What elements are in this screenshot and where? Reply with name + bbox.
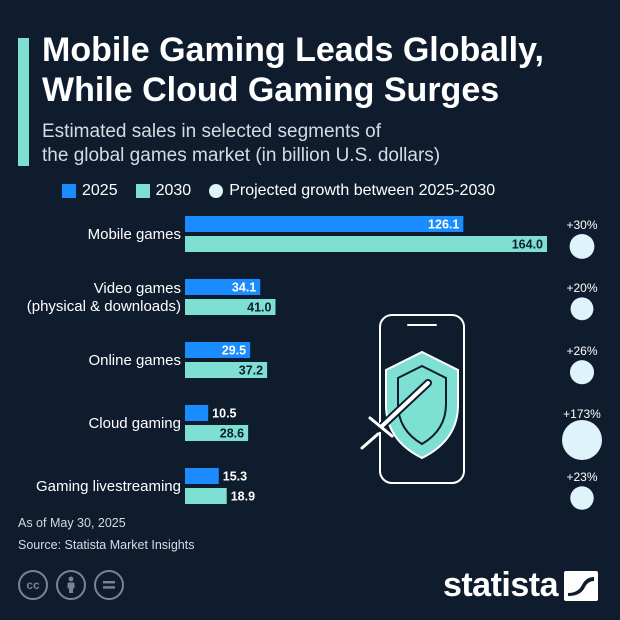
subtitle-line-1: Estimated sales in selected segments of bbox=[42, 121, 382, 142]
growth-dot bbox=[570, 297, 594, 321]
data-label-2025: 34.1 bbox=[232, 281, 256, 295]
bar-2030 bbox=[185, 236, 547, 252]
bar-2025 bbox=[185, 342, 251, 358]
legend-item-2030: 2030 bbox=[135, 182, 192, 200]
license-icons: cc bbox=[18, 570, 132, 600]
title-accent-bar bbox=[18, 38, 29, 166]
category-label: Mobile games bbox=[88, 226, 181, 243]
bar-2025 bbox=[185, 468, 219, 484]
chart-title: Mobile Gaming Leads Globally, While Clou… bbox=[42, 30, 602, 110]
legend: 2025 2030 Projected growth between 2025-… bbox=[62, 180, 513, 202]
growth-dot bbox=[570, 486, 594, 510]
data-label-2030: 37.2 bbox=[239, 364, 263, 378]
title-line-1: Mobile Gaming Leads Globally, bbox=[42, 31, 544, 69]
bar-2030 bbox=[185, 425, 249, 441]
legend-item-2025: 2025 bbox=[62, 182, 118, 200]
growth-label: +173% bbox=[563, 407, 601, 421]
title-line-2: While Cloud Gaming Surges bbox=[42, 71, 500, 109]
data-label-2025: 10.5 bbox=[212, 407, 236, 421]
data-label-2025: 126.1 bbox=[428, 218, 459, 232]
growth-dot bbox=[569, 234, 595, 259]
creative-commons-icon: cc bbox=[18, 570, 48, 600]
statista-logo: statista bbox=[443, 566, 598, 605]
legend-dot-growth bbox=[209, 184, 224, 198]
phone-shield-icon bbox=[360, 314, 465, 484]
growth-dot bbox=[569, 360, 595, 385]
subtitle-line-2: the global games market (in billion U.S.… bbox=[42, 145, 441, 166]
as-of-note: As of May 30, 2025 bbox=[18, 516, 126, 530]
legend-item-growth: Projected growth between 2025-2030 bbox=[209, 182, 495, 200]
sword-guard-icon bbox=[368, 416, 394, 438]
bar-2025 bbox=[185, 405, 209, 421]
bar-2030 bbox=[185, 488, 227, 504]
growth-label: +26% bbox=[566, 344, 597, 358]
data-label-2030: 41.0 bbox=[247, 301, 271, 315]
legend-label-2030: 2030 bbox=[155, 182, 192, 199]
bar-2030 bbox=[185, 362, 268, 378]
shield-icon bbox=[385, 350, 459, 460]
category-label: Gaming livestreaming bbox=[36, 478, 181, 495]
statista-logo-icon bbox=[564, 570, 598, 601]
legend-swatch-2025 bbox=[62, 184, 76, 198]
category-label: Cloud gaming bbox=[88, 415, 181, 432]
sword-blade-icon bbox=[380, 381, 430, 428]
source-note: Source: Statista Market Insights bbox=[18, 538, 195, 552]
bar-2030 bbox=[185, 299, 276, 315]
growth-dot bbox=[562, 420, 602, 460]
growth-label: +20% bbox=[566, 281, 597, 295]
data-label-2030: 164.0 bbox=[512, 238, 543, 252]
brand-wordmark: statista bbox=[442, 566, 559, 604]
data-label-2025: 29.5 bbox=[222, 344, 246, 358]
data-label-2030: 18.9 bbox=[231, 490, 255, 504]
growth-label: +23% bbox=[566, 470, 597, 484]
data-label-2025: 15.3 bbox=[223, 470, 247, 484]
attribution-icon bbox=[56, 570, 86, 600]
data-label-2030: 28.6 bbox=[220, 427, 244, 441]
legend-label-growth: Projected growth between 2025-2030 bbox=[229, 182, 496, 199]
no-derivatives-icon bbox=[94, 570, 124, 600]
bar-2025 bbox=[185, 216, 464, 232]
growth-label: +30% bbox=[566, 218, 597, 232]
category-label: Video games (physical & downloads) bbox=[27, 280, 181, 315]
legend-label-2025: 2025 bbox=[82, 182, 118, 199]
legend-swatch-2030 bbox=[135, 184, 150, 198]
chart-subtitle: Estimated sales in selected segments of … bbox=[42, 120, 562, 168]
bar-2025 bbox=[185, 279, 261, 295]
sword-handle-icon bbox=[360, 432, 380, 450]
phone-outline-icon bbox=[379, 314, 465, 484]
category-label: Online games bbox=[88, 352, 181, 369]
